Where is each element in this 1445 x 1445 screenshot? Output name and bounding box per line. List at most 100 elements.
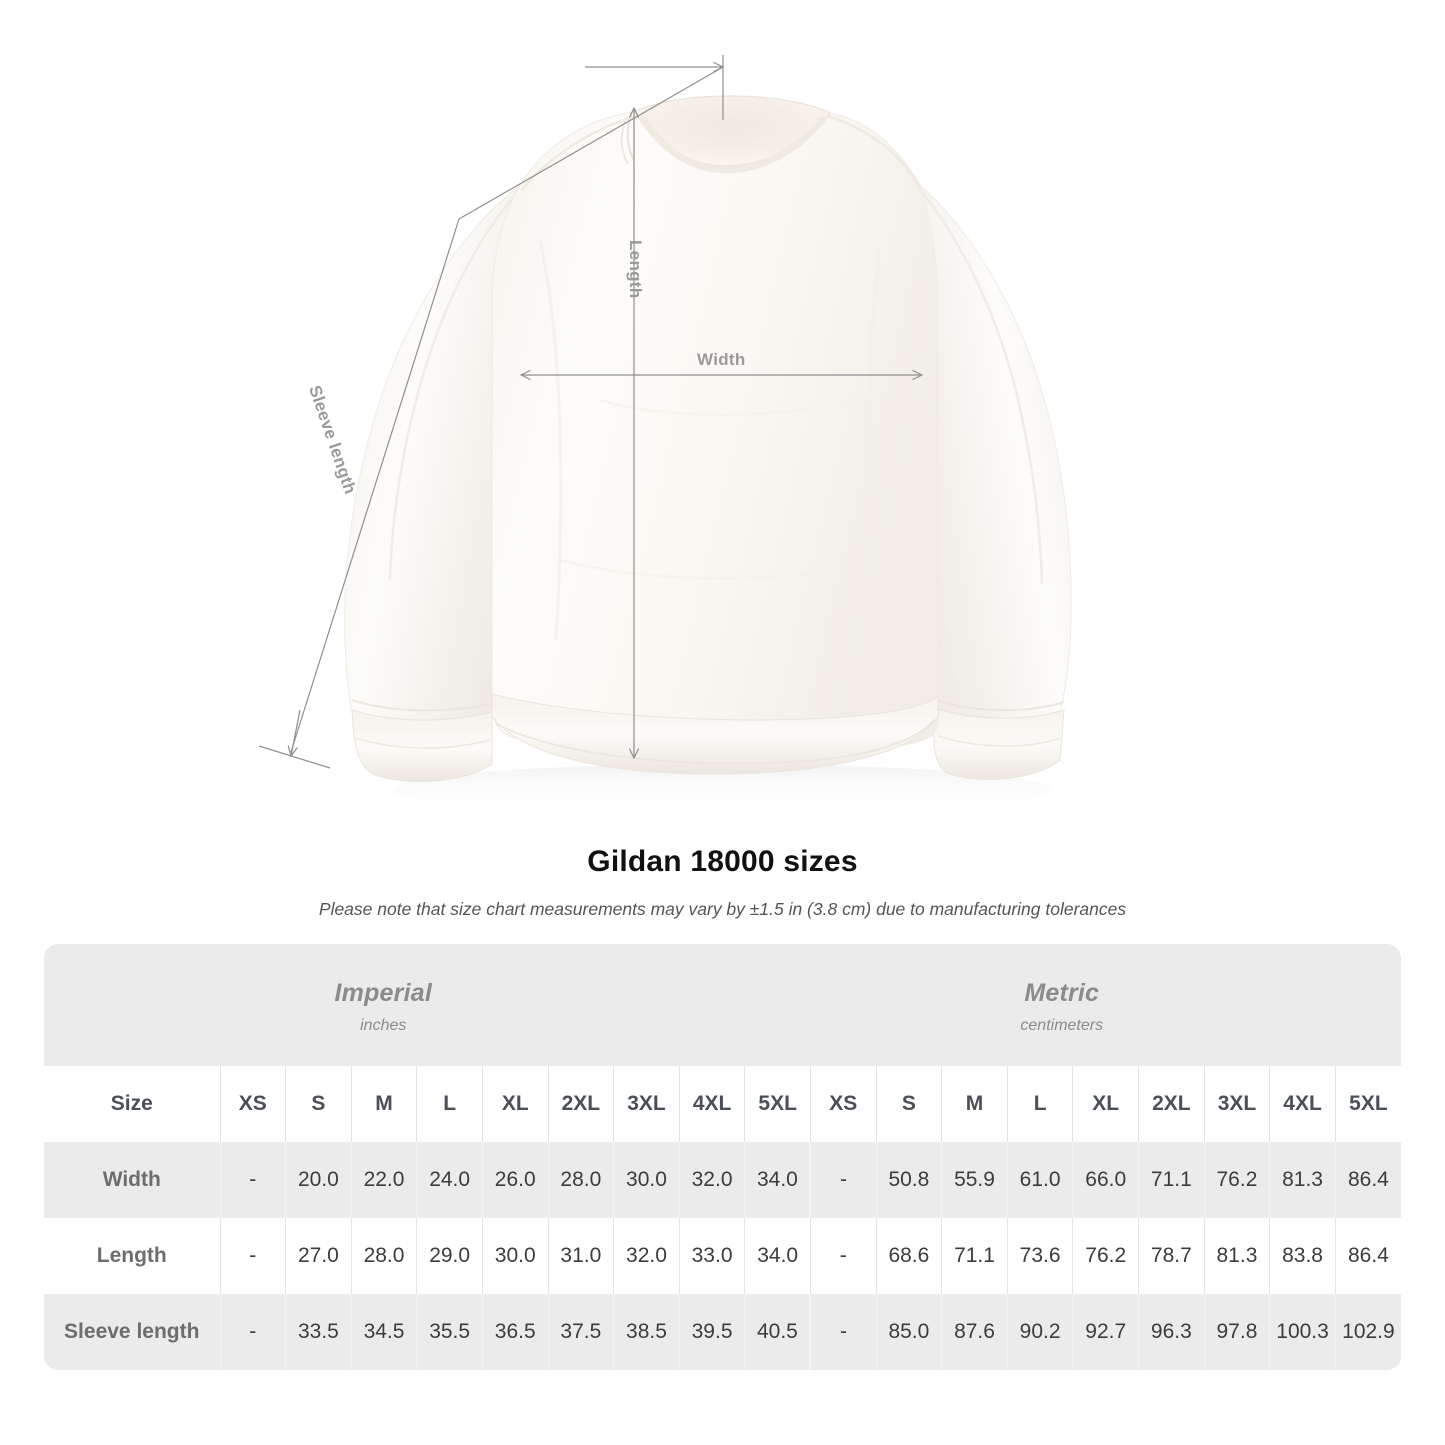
dimension-lines (258, 55, 922, 769)
column-header-imperial-s: S (285, 1066, 352, 1142)
cell-sleeve-length-metric-m: 87.6 (941, 1294, 1008, 1370)
cell-width-imperial-5xl: 34.0 (744, 1142, 811, 1218)
column-header-metric-m: M (941, 1066, 1008, 1142)
cell-sleeve-length-imperial-s: 33.5 (285, 1294, 352, 1370)
cell-length-imperial-xl: 30.0 (481, 1218, 549, 1294)
garment-illustration-panel: Length Width Sleeve length (258, 55, 1072, 816)
column-header-imperial-5xl: 5XL (744, 1066, 811, 1142)
cell-length-imperial-3xl: 32.0 (613, 1218, 680, 1294)
sleeve-leader-line (290, 66, 724, 753)
column-header-imperial-2xl: 2XL (547, 1066, 614, 1142)
table-row: Length -27.0 28.0 29.0 30.0 31.0 32.0 33.0 34.0-… (44, 1218, 1401, 1294)
cell-sleeve-length-imperial-2xl: 37.5 (547, 1294, 614, 1370)
column-header-metric-5xl: 5XL (1334, 1066, 1401, 1142)
cell-sleeve-length-imperial-3xl: 38.5 (613, 1294, 680, 1370)
cell-width-metric-2xl: 71.1 (1138, 1142, 1205, 1218)
cell-length-imperial-5xl: 34.0 (744, 1218, 811, 1294)
cell-sleeve-length-metric-3xl: 97.8 (1203, 1294, 1270, 1370)
cell-width-imperial-4xl: 32.0 (678, 1142, 745, 1218)
cell-length-imperial-s: 27.0 (285, 1218, 352, 1294)
cell-length-imperial-2xl: 31.0 (547, 1218, 614, 1294)
size-chart-table: Size XS S M L XL 2XL 3XL 4XL 5XL XS S M L XL 2XL 3XL 4XL 5… (44, 1066, 1401, 1370)
row-label-sleeve-length: Sleeve length (44, 1294, 220, 1370)
row-label-width: Width (44, 1142, 220, 1218)
title-block: Gildan 18000 sizes Please note that size… (0, 845, 1445, 920)
cell-width-imperial-m: 22.0 (350, 1142, 417, 1218)
sweatshirt-diagram (258, 55, 1072, 816)
sweatshirt-body (491, 111, 940, 775)
cell-width-metric-5xl: 86.4 (1334, 1142, 1401, 1218)
column-header-imperial-4xl: 4XL (678, 1066, 745, 1142)
length-dimension-label: Length (626, 240, 645, 299)
cell-width-metric-xs: - (809, 1142, 877, 1218)
cell-sleeve-length-metric-xs: - (809, 1294, 877, 1370)
cell-sleeve-length-imperial-l: 35.5 (416, 1294, 483, 1370)
unit-name-metric: Metric (1024, 979, 1100, 1007)
cell-length-metric-m: 71.1 (941, 1218, 1008, 1294)
cell-length-metric-5xl: 86.4 (1334, 1218, 1401, 1294)
column-header-metric-l: L (1006, 1066, 1073, 1142)
size-chart-table-wrapper: Imperial inches Metric centimeters Size X… (44, 944, 1401, 1370)
column-header-metric-xl: XL (1072, 1066, 1139, 1142)
unit-sub-metric: centimeters (1020, 1017, 1104, 1034)
unit-group-imperial: Imperial inches (44, 944, 723, 1066)
column-header-imperial-m: M (350, 1066, 417, 1142)
cell-sleeve-length-imperial-xl: 36.5 (481, 1294, 549, 1370)
column-header-imperial-xs: XS (219, 1066, 286, 1142)
column-header-metric-s: S (875, 1066, 942, 1142)
left-sleeve (344, 184, 521, 782)
tolerance-note: Please note that size chart measurements… (318, 899, 1127, 919)
cell-length-imperial-4xl: 33.0 (678, 1218, 745, 1294)
cell-length-metric-3xl: 81.3 (1203, 1218, 1270, 1294)
cell-sleeve-length-imperial-4xl: 39.5 (678, 1294, 745, 1370)
cell-width-imperial-2xl: 28.0 (547, 1142, 614, 1218)
cell-length-metric-xl: 76.2 (1072, 1218, 1139, 1294)
cell-width-imperial-s: 20.0 (285, 1142, 352, 1218)
column-header-imperial-xl: XL (481, 1066, 549, 1142)
cell-sleeve-length-imperial-xs: - (219, 1294, 286, 1370)
cell-width-imperial-l: 24.0 (416, 1142, 483, 1218)
page-title: Gildan 18000 sizes (587, 845, 858, 878)
unit-group-metric: Metric centimeters (723, 944, 1402, 1066)
column-header-metric-xs: XS (809, 1066, 877, 1142)
cell-width-metric-m: 55.9 (941, 1142, 1008, 1218)
cell-length-metric-s: 68.6 (875, 1218, 942, 1294)
cell-sleeve-length-imperial-m: 34.5 (350, 1294, 417, 1370)
cell-length-metric-l: 73.6 (1006, 1218, 1073, 1294)
width-dimension-label: Width (697, 350, 746, 369)
unit-system-header: Imperial inches Metric centimeters (44, 944, 1401, 1066)
row-label-length: Length (44, 1218, 220, 1294)
cell-sleeve-length-metric-4xl: 100.3 (1269, 1294, 1336, 1370)
column-header-metric-2xl: 2XL (1138, 1066, 1205, 1142)
cell-sleeve-length-metric-5xl: 102.9 (1334, 1294, 1401, 1370)
column-header-metric-3xl: 3XL (1203, 1066, 1270, 1142)
right-sleeve (919, 183, 1072, 780)
size-table-header-row: Size XS S M L XL 2XL 3XL 4XL 5XL XS S M L XL 2XL 3XL 4XL 5… (44, 1066, 1401, 1142)
cell-width-metric-s: 50.8 (875, 1142, 942, 1218)
cell-sleeve-length-imperial-5xl: 40.5 (744, 1294, 811, 1370)
cell-width-imperial-3xl: 30.0 (613, 1142, 680, 1218)
collar (620, 95, 831, 174)
table-row: Width -20.0 22.0 24.0 26.0 28.0 30.0 32.0 34.0-5… (44, 1142, 1401, 1218)
cell-sleeve-length-metric-2xl: 96.3 (1138, 1294, 1205, 1370)
cell-sleeve-length-metric-s: 85.0 (875, 1294, 942, 1370)
unit-sub-imperial: inches (360, 1017, 407, 1034)
cell-length-metric-2xl: 78.7 (1138, 1218, 1205, 1294)
column-header-imperial-3xl: 3XL (613, 1066, 680, 1142)
cell-width-imperial-xl: 26.0 (481, 1142, 549, 1218)
cell-width-metric-3xl: 76.2 (1203, 1142, 1270, 1218)
table-row: Sleeve length -33.5 34.5 35.5 36.5 37.5 38.5 39… (44, 1294, 1401, 1370)
cell-width-metric-xl: 66.0 (1072, 1142, 1139, 1218)
unit-name-imperial: Imperial (334, 979, 432, 1007)
column-header-metric-4xl: 4XL (1269, 1066, 1336, 1142)
cell-sleeve-length-metric-l: 90.2 (1006, 1294, 1073, 1370)
cell-length-imperial-xs: - (219, 1218, 286, 1294)
column-header-size: Size (44, 1066, 220, 1142)
cell-sleeve-length-metric-xl: 92.7 (1072, 1294, 1139, 1370)
sleeve-dimension-end-arrow (291, 709, 301, 756)
cell-width-imperial-xs: - (219, 1142, 286, 1218)
cell-length-metric-xs: - (809, 1218, 877, 1294)
column-header-imperial-l: L (416, 1066, 483, 1142)
cell-length-imperial-l: 29.0 (416, 1218, 483, 1294)
cell-width-metric-l: 61.0 (1006, 1142, 1073, 1218)
